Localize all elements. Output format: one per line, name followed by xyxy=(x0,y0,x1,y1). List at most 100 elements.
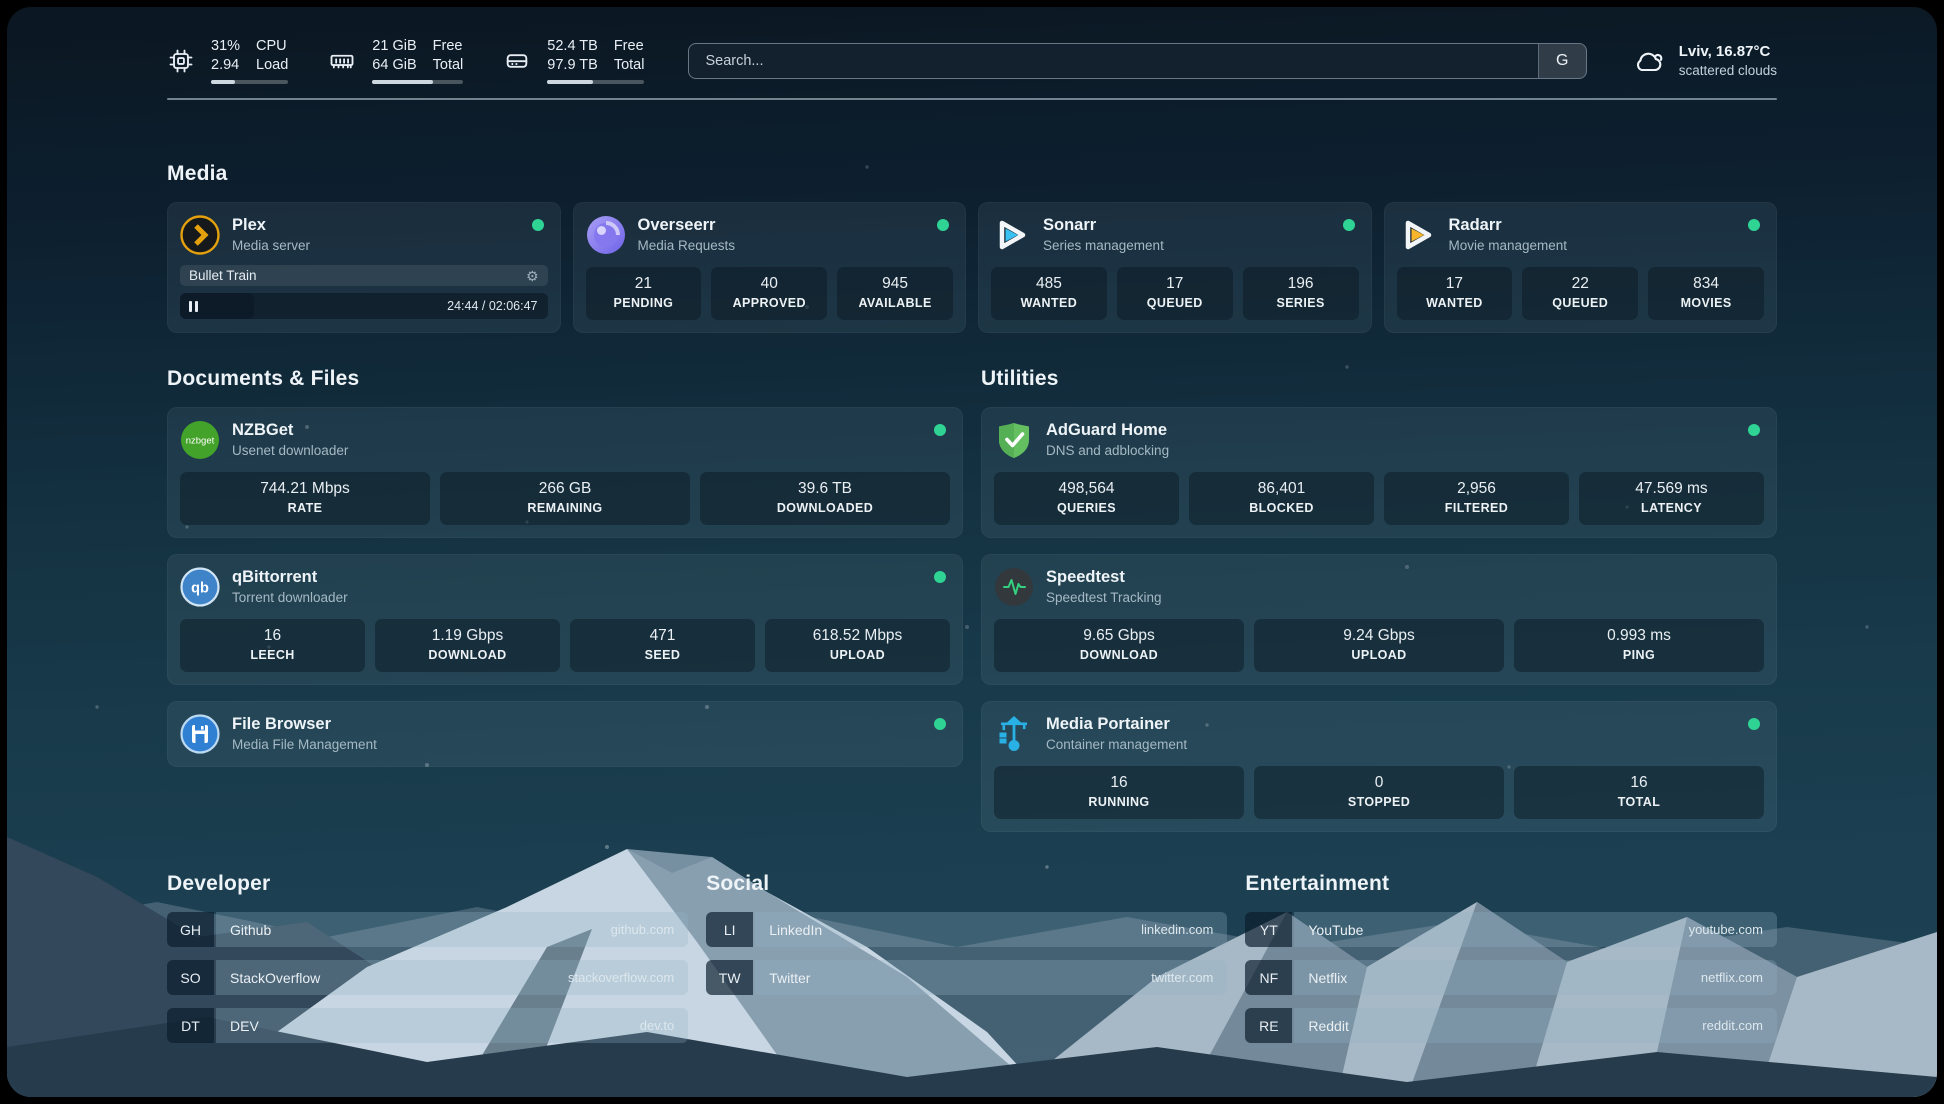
service-description: Speedtest Tracking xyxy=(1046,590,1162,605)
adguard-icon xyxy=(999,423,1029,458)
qbittorrent-icon: qb xyxy=(180,567,220,607)
memory-icon xyxy=(330,54,354,68)
cpu-icon xyxy=(169,49,193,72)
section-title-social: Social xyxy=(706,872,770,895)
search-bar[interactable]: G xyxy=(688,42,1587,79)
section-title-developer: Developer xyxy=(167,872,271,895)
weather-condition: scattered clouds xyxy=(1678,62,1777,78)
bookmark-domain: stackoverflow.com xyxy=(567,970,675,985)
status-online-dot xyxy=(934,571,946,583)
service-description: DNS and adblocking xyxy=(1046,443,1170,458)
service-name: qBittorrent xyxy=(232,568,318,586)
service-card-portainer[interactable]: Media Portainer Container management 16 … xyxy=(981,701,1777,832)
disk-metric: 52.4 TB 97.9 TB Free Total xyxy=(503,37,645,84)
bookmark-dev[interactable]: DT DEV dev.to xyxy=(167,1008,689,1043)
cpu-usage-label: CPU xyxy=(256,38,287,54)
stat-stopped: 0 STOPPED xyxy=(1254,766,1504,819)
status-online-dot xyxy=(1342,219,1355,231)
service-card-qbittorrent[interactable]: qb qBittorrent Torrent downloader 16 xyxy=(167,554,963,685)
memory-free-value: 21 GiB xyxy=(372,38,417,54)
status-online-dot xyxy=(1748,219,1760,231)
service-card-overseerr[interactable]: Overseerr Media Requests 21 PENDING 40 A… xyxy=(572,202,966,333)
now-playing-title: Bullet Train xyxy=(189,268,257,283)
svg-text:nzbget: nzbget xyxy=(186,436,215,447)
topbar-divider xyxy=(167,98,1777,100)
section-documents: Documents & Files nzbget NZBGet Usenet d… xyxy=(167,367,963,832)
cpu-usage-value: 31% xyxy=(211,38,241,54)
stat-pending: 21 PENDING xyxy=(585,267,702,320)
bookmark-group-developer: Developer GH Github github.com SO StackO… xyxy=(167,872,689,1043)
bookmark-youtube[interactable]: YT YouTube youtube.com xyxy=(1245,912,1777,947)
service-card-nzbget[interactable]: nzbget NZBGet Usenet downloader 744.21 M… xyxy=(167,407,963,538)
memory-total-value: 64 GiB xyxy=(372,57,417,73)
service-card-radarr[interactable]: Radarr Movie management 17 WANTED 22 QUE… xyxy=(1383,202,1777,333)
service-card-plex[interactable]: Plex Media server Bullet Train ⚙ 24:44 / xyxy=(167,202,561,333)
weather-widget: Lviv, 16.87°C scattered clouds xyxy=(1631,42,1777,80)
stat-running: 16 RUNNING xyxy=(994,766,1244,819)
stat-remaining: 266 GB REMAINING xyxy=(440,472,690,525)
service-card-speedtest[interactable]: Speedtest Speedtest Tracking 9.65 Gbps D… xyxy=(981,554,1777,685)
dashboard-content: 31% 2.94 CPU Load 21 GiB 64 Gi xyxy=(7,7,1937,1097)
nzbget-icon: nzbget xyxy=(181,421,219,459)
bookmark-domain: youtube.com xyxy=(1688,922,1763,937)
gear-icon[interactable]: ⚙ xyxy=(525,267,539,284)
bookmark-netflix[interactable]: NF Netflix netflix.com xyxy=(1245,960,1777,995)
stat-series: 196 SERIES xyxy=(1242,267,1359,320)
bookmark-abbr: YT xyxy=(1245,912,1293,947)
service-name: Sonarr xyxy=(1043,216,1097,234)
search-input[interactable] xyxy=(689,43,1538,78)
bookmark-domain: twitter.com xyxy=(1151,970,1214,985)
bookmark-domain: github.com xyxy=(610,922,675,937)
disk-free-label: Free xyxy=(613,38,644,54)
svg-text:qb: qb xyxy=(191,581,209,597)
bookmark-github[interactable]: GH Github github.com xyxy=(167,912,689,947)
bookmark-group-entertainment: Entertainment YT YouTube youtube.com NF … xyxy=(1245,872,1777,1043)
speedtest-icon xyxy=(995,568,1033,606)
bookmark-name: Reddit xyxy=(1308,1017,1349,1034)
bookmark-linkedin[interactable]: LI LinkedIn linkedin.com xyxy=(706,912,1228,947)
service-description: Container management xyxy=(1046,737,1188,752)
section-utilities: Utilities AdGuard Home DNS xyxy=(981,367,1777,832)
bookmark-reddit[interactable]: RE Reddit reddit.com xyxy=(1245,1008,1777,1043)
service-card-sonarr[interactable]: Sonarr Series management 485 WANTED 17 Q… xyxy=(978,202,1372,333)
bookmark-domain: netflix.com xyxy=(1700,970,1763,985)
cpu-load-label: Load xyxy=(256,57,289,73)
status-online-dot xyxy=(934,718,946,730)
bookmark-name: Twitter xyxy=(769,969,811,986)
stat-queries: 498,564 QUERIES xyxy=(994,472,1179,525)
disk-free-value: 52.4 TB xyxy=(547,38,598,54)
cpu-progress-track xyxy=(211,80,289,84)
bookmark-name: DEV xyxy=(230,1017,259,1034)
top-bar: 31% 2.94 CPU Load 21 GiB 64 Gi xyxy=(167,37,1777,84)
filebrowser-icon xyxy=(180,714,220,754)
stat-download: 1.19 Gbps DOWNLOAD xyxy=(375,619,560,672)
search-provider-button[interactable]: G xyxy=(1537,43,1586,78)
bookmark-name: LinkedIn xyxy=(769,921,823,938)
service-name: AdGuard Home xyxy=(1046,421,1168,439)
disk-progress-track xyxy=(547,80,645,84)
service-name: Plex xyxy=(232,216,266,234)
bookmark-domain: linkedin.com xyxy=(1141,922,1214,937)
stat-total: 16 TOTAL xyxy=(1514,766,1764,819)
radarr-icon xyxy=(1405,220,1431,250)
memory-metric: 21 GiB 64 GiB Free Total xyxy=(328,37,464,84)
weather-location: Lviv, 16.87°C xyxy=(1678,42,1771,60)
now-playing-strip: Bullet Train ⚙ xyxy=(180,265,548,286)
status-online-dot xyxy=(1748,718,1760,730)
service-name: Media Portainer xyxy=(1046,715,1170,733)
playback-progress-bar[interactable]: 24:44 / 02:06:47 xyxy=(180,293,548,319)
bookmark-stackoverflow[interactable]: SO StackOverflow stackoverflow.com xyxy=(167,960,689,995)
bookmark-name: Netflix xyxy=(1308,969,1348,986)
service-name: Radarr xyxy=(1448,216,1502,234)
service-card-adguard[interactable]: AdGuard Home DNS and adblocking 498,564 … xyxy=(981,407,1777,538)
sonarr-icon xyxy=(999,220,1026,250)
service-description: Usenet downloader xyxy=(232,443,349,458)
service-card-filebrowser[interactable]: File Browser Media File Management xyxy=(167,701,963,767)
pause-icon[interactable] xyxy=(189,300,198,312)
stat-leech: 16 LEECH xyxy=(180,619,365,672)
stat-queued: 17 QUEUED xyxy=(1116,267,1233,320)
cpu-metric: 31% 2.94 CPU Load xyxy=(167,37,289,84)
bookmark-twitter[interactable]: TW Twitter twitter.com xyxy=(706,960,1228,995)
section-title-media: Media xyxy=(167,162,228,185)
service-name: Speedtest xyxy=(1046,568,1125,586)
